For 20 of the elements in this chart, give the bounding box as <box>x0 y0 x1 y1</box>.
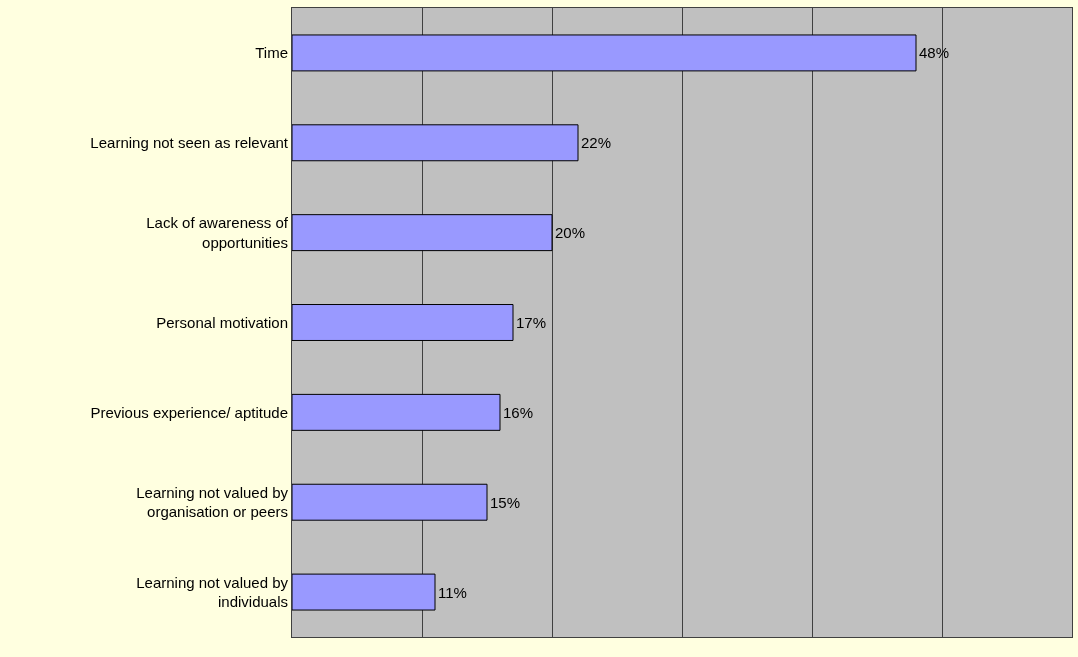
y-tick-label: Time <box>255 44 288 62</box>
y-tick-label: Learning not valued by individuals <box>136 573 289 611</box>
bar <box>292 304 514 341</box>
y-tick-label: Learning not valued by organisation or peers <box>136 483 289 521</box>
bar <box>292 483 488 521</box>
y-tick-label: Learning not seen as relevant <box>90 134 289 152</box>
data-label: 20% <box>555 224 586 242</box>
bar <box>292 393 501 431</box>
data-label: 22% <box>581 134 612 152</box>
y-tick-label: Personal motivation <box>156 313 288 331</box>
data-label: 16% <box>503 403 534 421</box>
y-tick-label: Previous experience/ aptitude <box>90 403 288 421</box>
y-tick-label: Lack of awareness of opportunities <box>146 214 289 251</box>
bar <box>292 573 436 611</box>
data-label: 17% <box>516 314 547 331</box>
bar <box>292 124 579 162</box>
bar <box>292 214 553 252</box>
data-label: 11% <box>438 583 467 601</box>
data-label: 15% <box>490 493 521 511</box>
bar <box>292 34 917 72</box>
